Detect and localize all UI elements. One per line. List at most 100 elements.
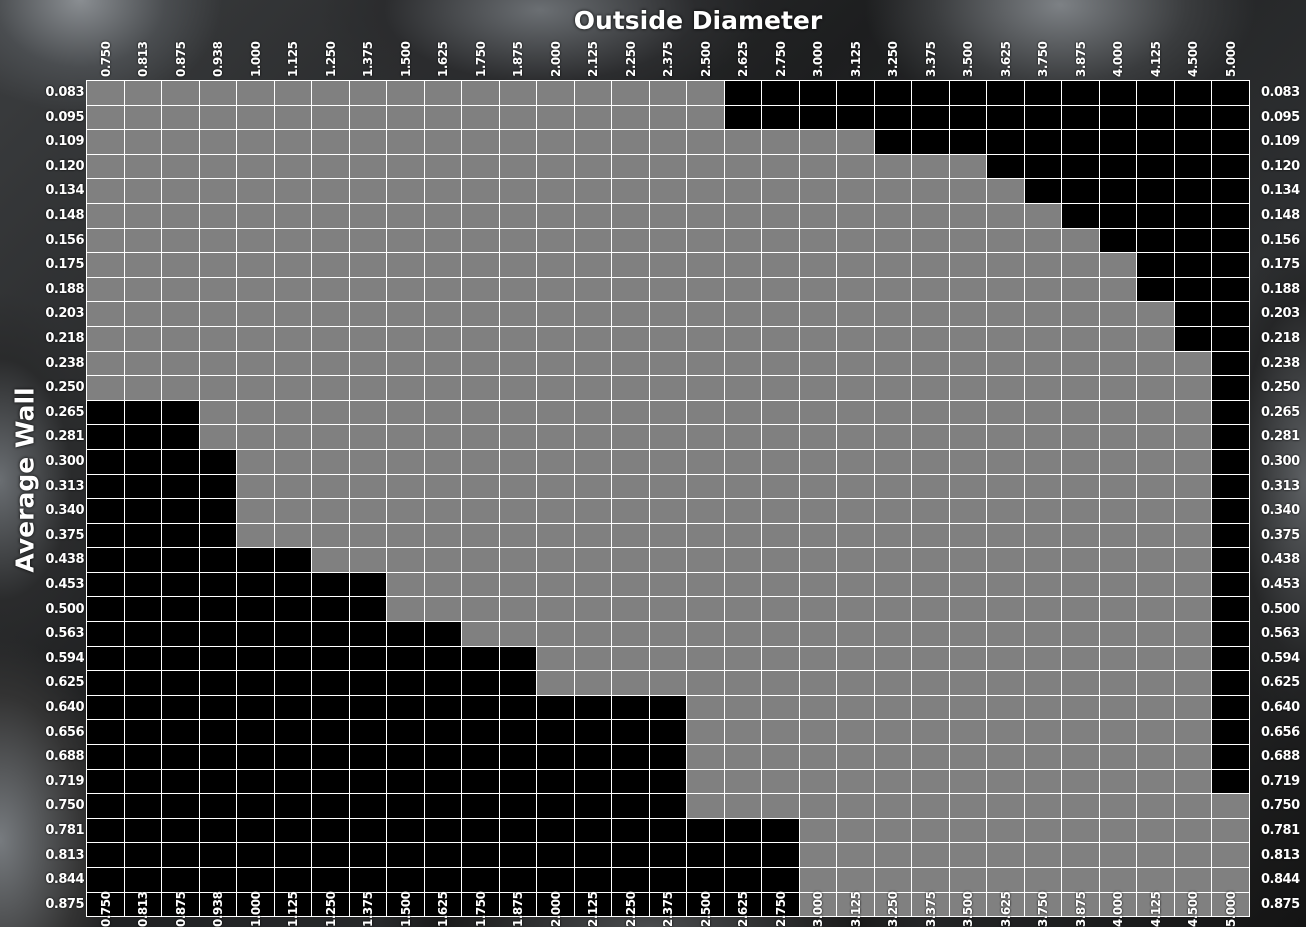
- heatmap-cell: [799, 105, 836, 130]
- heatmap-cell: [199, 671, 236, 695]
- heatmap-cell: [912, 695, 949, 720]
- heatmap-cell: [124, 179, 161, 203]
- heatmap-cell: [649, 253, 686, 277]
- heatmap-cell: [612, 523, 649, 548]
- heatmap-cell: [649, 228, 686, 253]
- heatmap-cell: [762, 892, 799, 917]
- heatmap-cell: [1024, 130, 1061, 154]
- heatmap-cell: [949, 351, 986, 376]
- y-tick-label-left: 0.656: [45, 724, 84, 740]
- heatmap-cell: [462, 499, 499, 523]
- heatmap-cell: [612, 769, 649, 794]
- heatmap-cell: [837, 376, 874, 400]
- heatmap-cell: [424, 892, 461, 917]
- heatmap-cell: [462, 81, 499, 105]
- heatmap-cell: [612, 622, 649, 646]
- heatmap-cell: [949, 130, 986, 154]
- heatmap-cell: [874, 769, 911, 794]
- heatmap-cell: [724, 81, 761, 105]
- heatmap-cell: [912, 671, 949, 695]
- heatmap-cell: [424, 843, 461, 867]
- heatmap-cell: [162, 376, 199, 400]
- heatmap-cell: [912, 400, 949, 425]
- heatmap-cell: [87, 130, 124, 154]
- heatmap-cell: [874, 179, 911, 203]
- heatmap-cell: [124, 130, 161, 154]
- heatmap-cell: [574, 622, 611, 646]
- heatmap-cell: [237, 769, 274, 794]
- heatmap-cell: [1062, 572, 1099, 597]
- heatmap-cell: [724, 843, 761, 867]
- heatmap-cell: [499, 892, 536, 917]
- heatmap-cell: [762, 425, 799, 449]
- heatmap-cell: [387, 326, 424, 351]
- heatmap-cell: [987, 622, 1024, 646]
- heatmap-cell: [1099, 671, 1136, 695]
- x-tick-label-top: 5.000: [1223, 41, 1238, 77]
- y-tick-label-right: 0.156: [1261, 232, 1300, 248]
- heatmap-cell: [687, 474, 724, 499]
- heatmap-cell: [349, 499, 386, 523]
- heatmap-cell: [799, 745, 836, 769]
- heatmap-cell: [312, 499, 349, 523]
- heatmap-cell: [1212, 154, 1249, 179]
- heatmap-cell: [574, 302, 611, 326]
- heatmap-cell: [574, 130, 611, 154]
- heatmap-cell: [1099, 769, 1136, 794]
- heatmap-cell: [499, 228, 536, 253]
- heatmap-cell: [387, 154, 424, 179]
- heatmap-cell: [124, 868, 161, 892]
- heatmap-cell: [237, 622, 274, 646]
- heatmap-cell: [349, 376, 386, 400]
- heatmap-cell: [649, 843, 686, 867]
- y-tick-label-left: 0.781: [45, 823, 84, 838]
- heatmap-cell: [612, 425, 649, 449]
- heatmap-cell: [949, 425, 986, 449]
- heatmap-cell: [1174, 449, 1211, 474]
- heatmap-cell: [237, 302, 274, 326]
- heatmap-cell: [1137, 228, 1174, 253]
- heatmap-cell: [274, 499, 311, 523]
- heatmap-cell: [762, 572, 799, 597]
- heatmap-cell: [612, 81, 649, 105]
- y-tick-label-left: 0.688: [45, 749, 84, 765]
- heatmap-cell: [462, 203, 499, 228]
- heatmap-cell: [649, 203, 686, 228]
- heatmap-cell: [687, 253, 724, 277]
- heatmap-cell: [87, 425, 124, 449]
- heatmap-cell: [124, 646, 161, 671]
- heatmap-cell: [1174, 81, 1211, 105]
- heatmap-cell: [237, 671, 274, 695]
- heatmap-cell: [987, 449, 1024, 474]
- heatmap-cell: [1137, 105, 1174, 130]
- heatmap-cell: [987, 818, 1024, 843]
- heatmap-cell: [874, 474, 911, 499]
- heatmap-cell: [687, 277, 724, 302]
- heatmap-cell: [124, 302, 161, 326]
- heatmap-cell: [762, 277, 799, 302]
- heatmap-cell: [499, 154, 536, 179]
- heatmap-cell: [799, 523, 836, 548]
- heatmap-cell: [949, 597, 986, 622]
- heatmap-cell: [1099, 474, 1136, 499]
- x-tick-label-top: 1.250: [323, 41, 338, 77]
- heatmap-cell: [874, 671, 911, 695]
- heatmap-cell: [1137, 695, 1174, 720]
- heatmap-cell: [499, 277, 536, 302]
- heatmap-cell: [1212, 523, 1249, 548]
- heatmap-cell: [987, 671, 1024, 695]
- x-tick-label-top: 1.875: [511, 41, 526, 77]
- heatmap-cell: [1212, 843, 1249, 867]
- heatmap-cell: [1099, 745, 1136, 769]
- heatmap-cell: [349, 154, 386, 179]
- heatmap-cell: [762, 720, 799, 745]
- heatmap-cell: [799, 154, 836, 179]
- heatmap-cell: [162, 597, 199, 622]
- heatmap-cell: [1099, 105, 1136, 130]
- heatmap-cell: [87, 769, 124, 794]
- heatmap-cell: [912, 154, 949, 179]
- y-tick-label-right: 0.313: [1261, 478, 1300, 494]
- heatmap-cell: [462, 130, 499, 154]
- y-tick-label-left: 0.719: [45, 773, 84, 789]
- heatmap-cell: [1212, 818, 1249, 843]
